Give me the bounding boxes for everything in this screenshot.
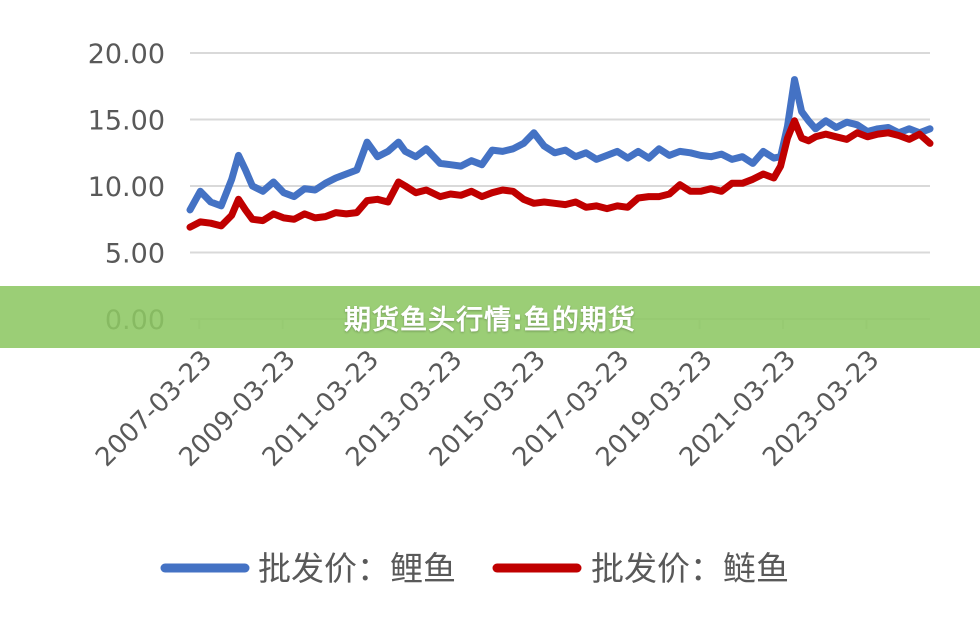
y-tick-label: 5.00 (105, 239, 165, 270)
legend-label-carp: 批发价：鲤鱼 (258, 549, 456, 588)
series-lines (186, 76, 934, 231)
banner-title: 期货鱼头行情:鱼的期货 (344, 304, 636, 336)
y-tick-label: 15.00 (88, 106, 165, 137)
y-tick-label: 20.00 (88, 39, 165, 70)
legend-label-silver-carp: 批发价：鲢鱼 (591, 549, 789, 588)
title-banner: 期货鱼头行情:鱼的期货 (0, 286, 980, 348)
series-line-carp (186, 76, 934, 214)
series-line-silver-carp (186, 117, 934, 231)
y-tick-label: 10.00 (88, 172, 165, 203)
legend: 批发价：鲤鱼 批发价：鲢鱼 (160, 549, 789, 588)
grid-lines (190, 52, 930, 320)
